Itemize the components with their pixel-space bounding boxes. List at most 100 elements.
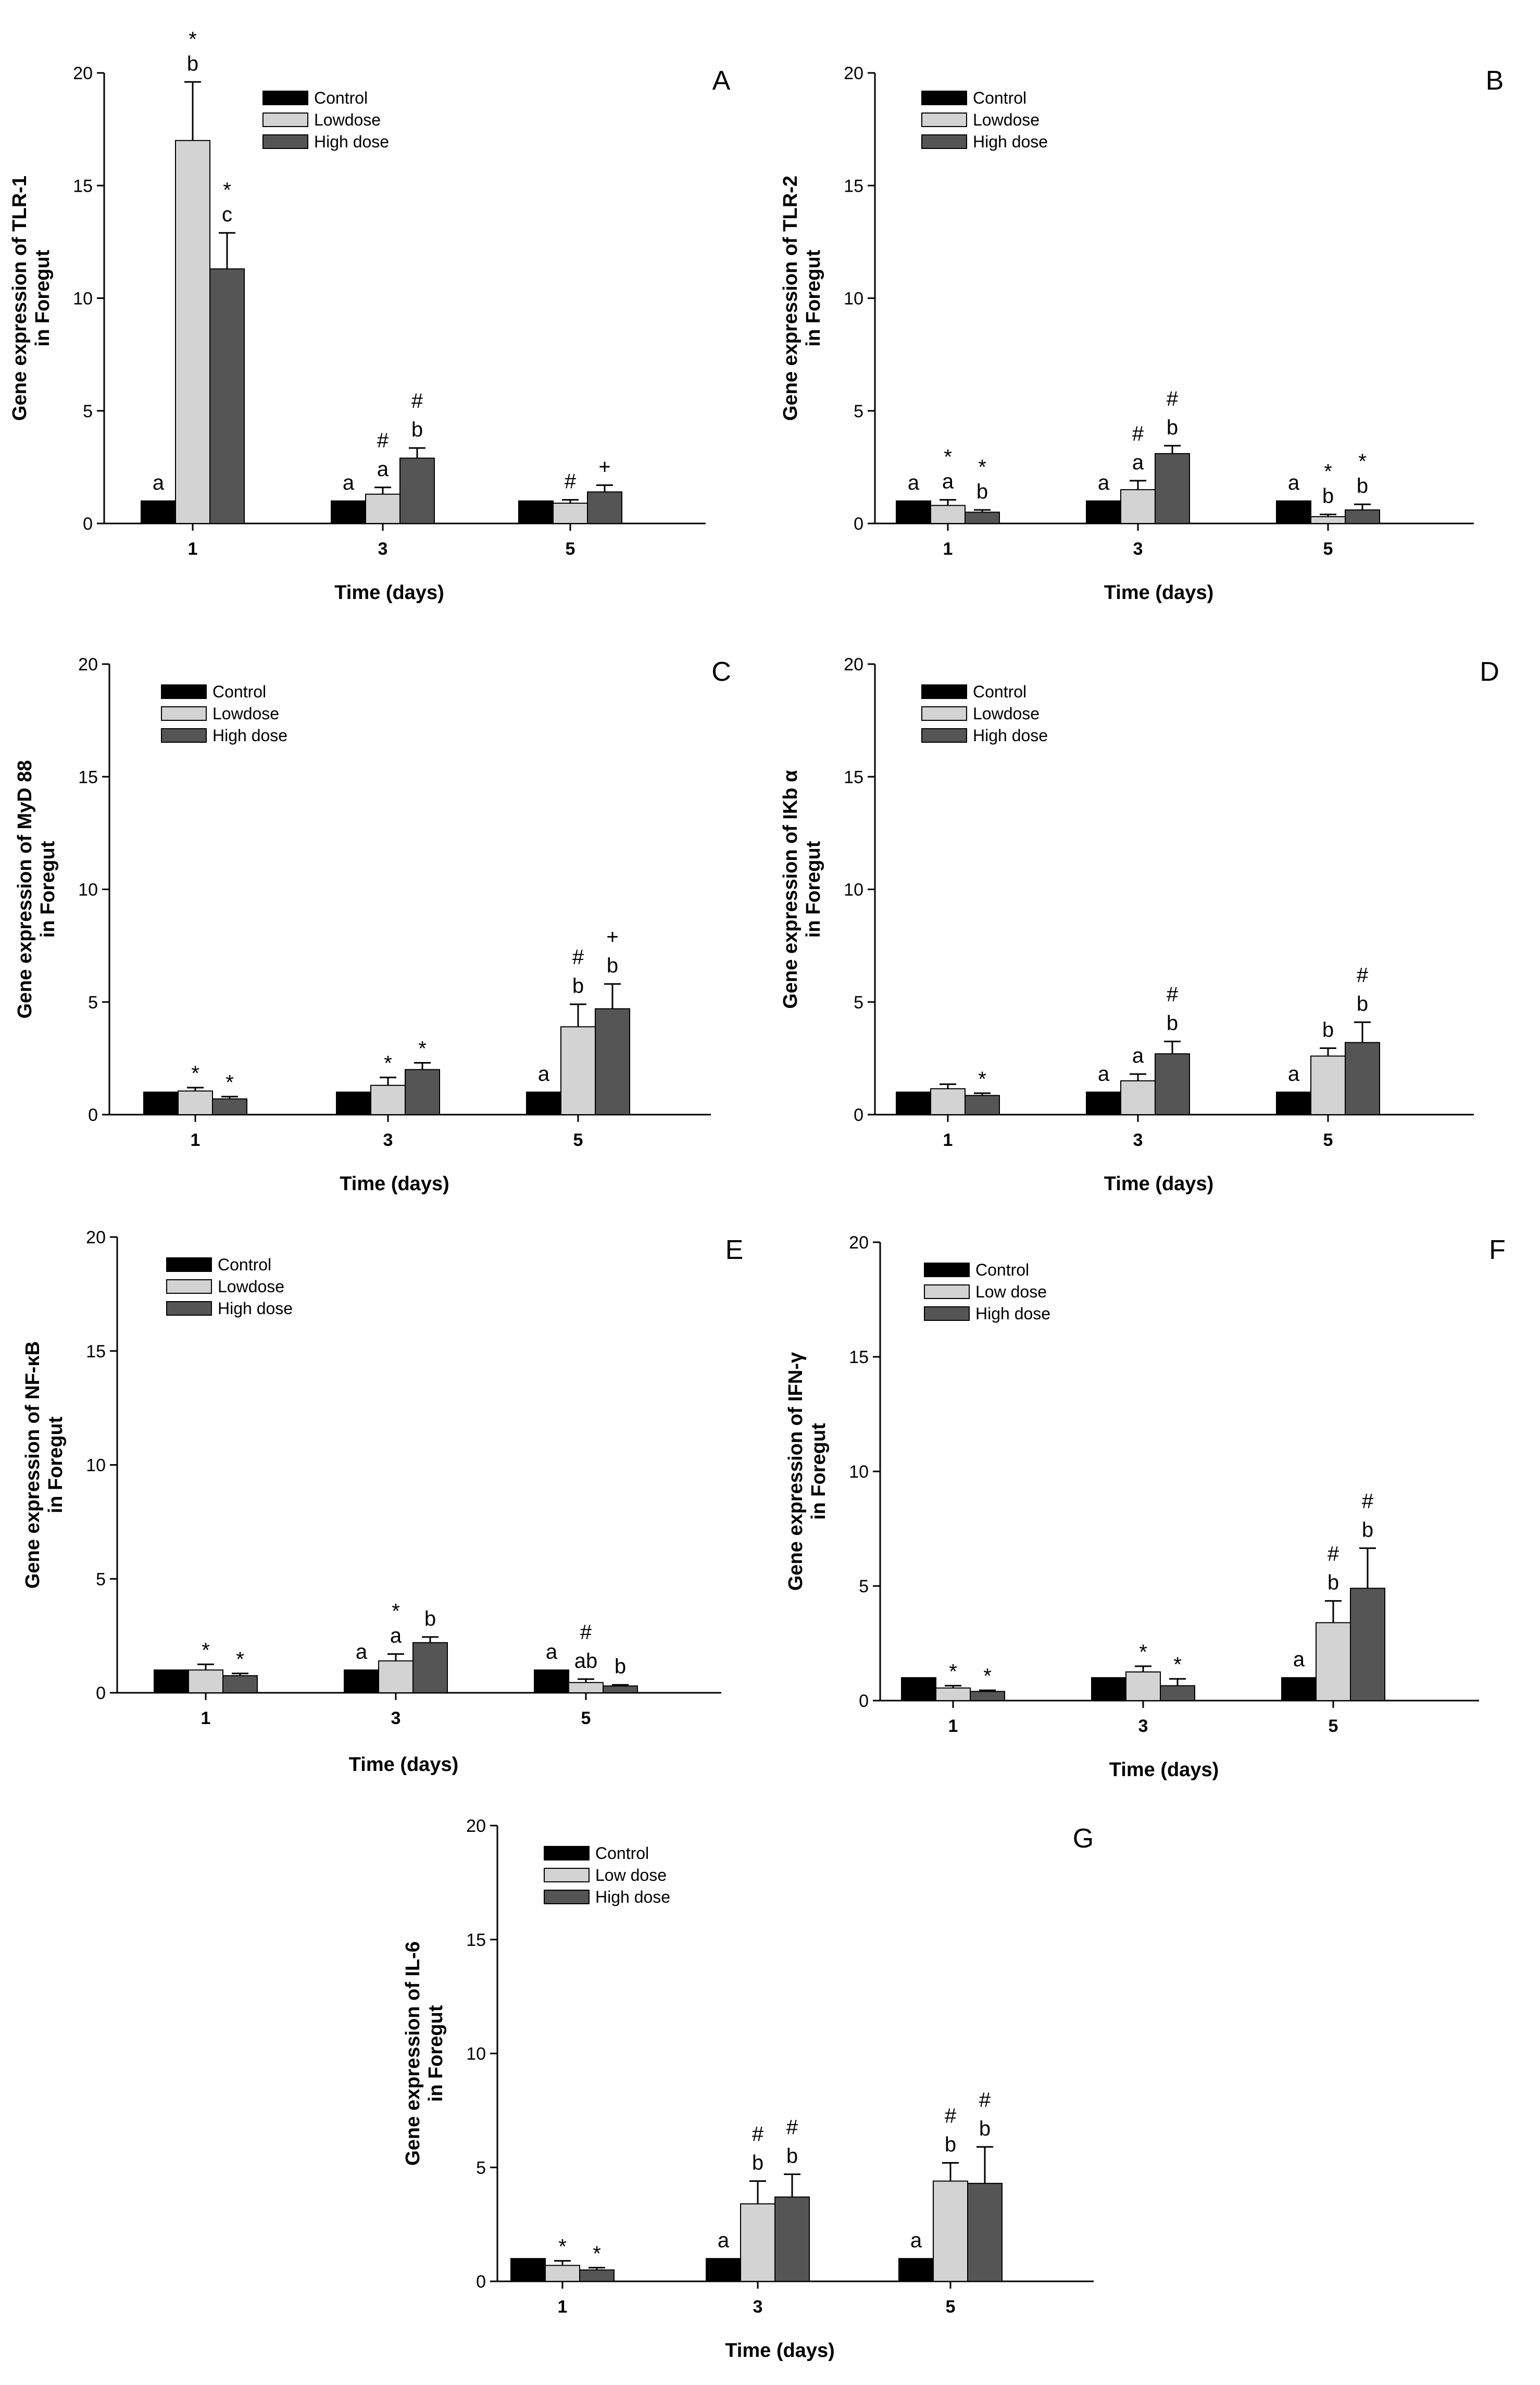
bar-high-dose-day-1 [209,268,245,525]
y-tick-label: 20 [844,64,863,83]
bar-control-day-3 [1086,1091,1121,1115]
bar-lowdose-day-1 [175,140,210,524]
significance-label: * [392,1600,400,1623]
significance-label: b [607,954,618,977]
significance-label: a [910,2229,922,2252]
y-tick-label: 15 [466,1930,486,1950]
legend-swatch [924,1263,970,1277]
y-tick-label: 15 [78,767,98,787]
y-tick-label: 0 [854,1105,863,1125]
bar-high-dose-day-3 [1160,1685,1195,1701]
x-axis-title: Time (days) [334,582,444,604]
x-tick-label: 3 [1138,1716,1148,1736]
significance-label: * [1173,1653,1182,1676]
significance-label: * [189,28,197,51]
bar-high-dose-day-5 [1345,1042,1380,1115]
legend-label: High dose [973,132,1048,151]
y-axis-title-line: Gene expression of NF-κB [22,1341,44,1589]
legend-swatch [161,684,207,699]
bar-control-day-5 [526,1091,561,1115]
bar-control-day-1 [141,500,176,524]
bar-control-day-1 [901,1677,936,1701]
significance-label: b [979,2117,991,2140]
x-tick-label: 5 [581,1708,591,1728]
significance-label: ab [574,1650,598,1672]
bar-control-day-3 [1091,1677,1126,1701]
legend-swatch [921,684,967,699]
significance-label: a [1132,451,1144,474]
bar-low-dose-day-3 [1125,1671,1161,1701]
legend-label: Lowdose [973,704,1040,723]
legend-label: Control [314,89,368,107]
legend-label: Control [595,1844,649,1863]
y-tick-label: 5 [476,2158,486,2178]
significance-label: * [593,2242,601,2265]
significance-label: a [1132,1044,1144,1067]
y-tick-label: 0 [854,514,863,534]
significance-label: a [1098,1063,1110,1085]
y-tick-label: 20 [73,64,93,83]
significance-label: a [718,2229,730,2252]
significance-label: b [615,1655,626,1678]
y-tick-label: 5 [83,402,93,421]
legend-label: Control [212,682,266,701]
bar-lowdose-day-3 [1120,489,1156,524]
significance-label: b [976,480,988,503]
y-axis-title-line: in Foregut [45,1416,67,1513]
significance-label: a [1288,1063,1300,1085]
y-tick-label: 10 [844,289,863,309]
y-tick-label: 20 [844,655,863,675]
significance-label: a [1098,471,1110,494]
x-tick-label: 1 [558,2297,568,2317]
bar-high-dose-day-1 [970,1691,1005,1701]
x-axis-title: Time (days) [340,1173,449,1195]
significance-label: # [752,2123,764,2146]
significance-label: # [1328,1543,1339,1566]
x-tick-label: 5 [566,539,575,559]
legend-label: Lowdose [218,1277,284,1296]
y-axis-title-line: in Foregut [808,1423,830,1520]
significance-label: b [1322,1018,1334,1041]
bar-control-day-5 [1276,1091,1311,1115]
significance-label: * [1358,450,1367,473]
legend-label: Low dose [595,1866,667,1884]
y-axis-title-line: Gene expression of IFN-γ [785,1352,807,1591]
y-axis-title-line: in Foregut [803,249,824,346]
significance-label: # [411,390,423,413]
bar-lowdose-day-3 [365,493,400,525]
significance-label: # [979,2089,991,2112]
x-axis-title: Time (days) [1104,1173,1213,1195]
y-tick-label: 20 [78,655,98,675]
bar-high-dose-day-3 [412,1642,448,1693]
y-axis-title-line: Gene expression of MyD 88 [14,760,36,1018]
bar-lowdose-day-1 [930,1088,966,1115]
significance-label: a [356,1640,368,1663]
significance-label: b [1328,1571,1339,1594]
significance-label: b [1167,1012,1178,1034]
bar-lowdose-day-5 [568,1682,604,1693]
bar-high-dose-day-3 [774,2196,810,2282]
y-tick-label: 15 [849,1347,869,1367]
bar-high-dose-day-3 [1155,453,1190,524]
significance-label: a [546,1640,558,1663]
y-tick-label: 0 [96,1683,106,1703]
y-tick-label: 15 [73,176,93,196]
significance-label: * [1139,1641,1147,1664]
significance-label: a [153,471,165,494]
significance-label: * [949,1660,957,1683]
significance-label: + [598,455,610,478]
bar-lowdose-day-5 [1310,516,1346,525]
y-tick-label: 10 [86,1456,106,1476]
x-tick-label: 5 [1323,539,1333,559]
x-tick-label: 3 [1133,539,1143,559]
bar-lowdose-day-5 [553,503,588,525]
legend-swatch [161,706,207,721]
y-tick-label: 0 [859,1691,869,1711]
bar-control-day-1 [154,1669,189,1693]
x-tick-label: 5 [946,2297,956,2317]
legend-swatch [262,91,308,105]
panel-letter: F [1489,1235,1506,1265]
